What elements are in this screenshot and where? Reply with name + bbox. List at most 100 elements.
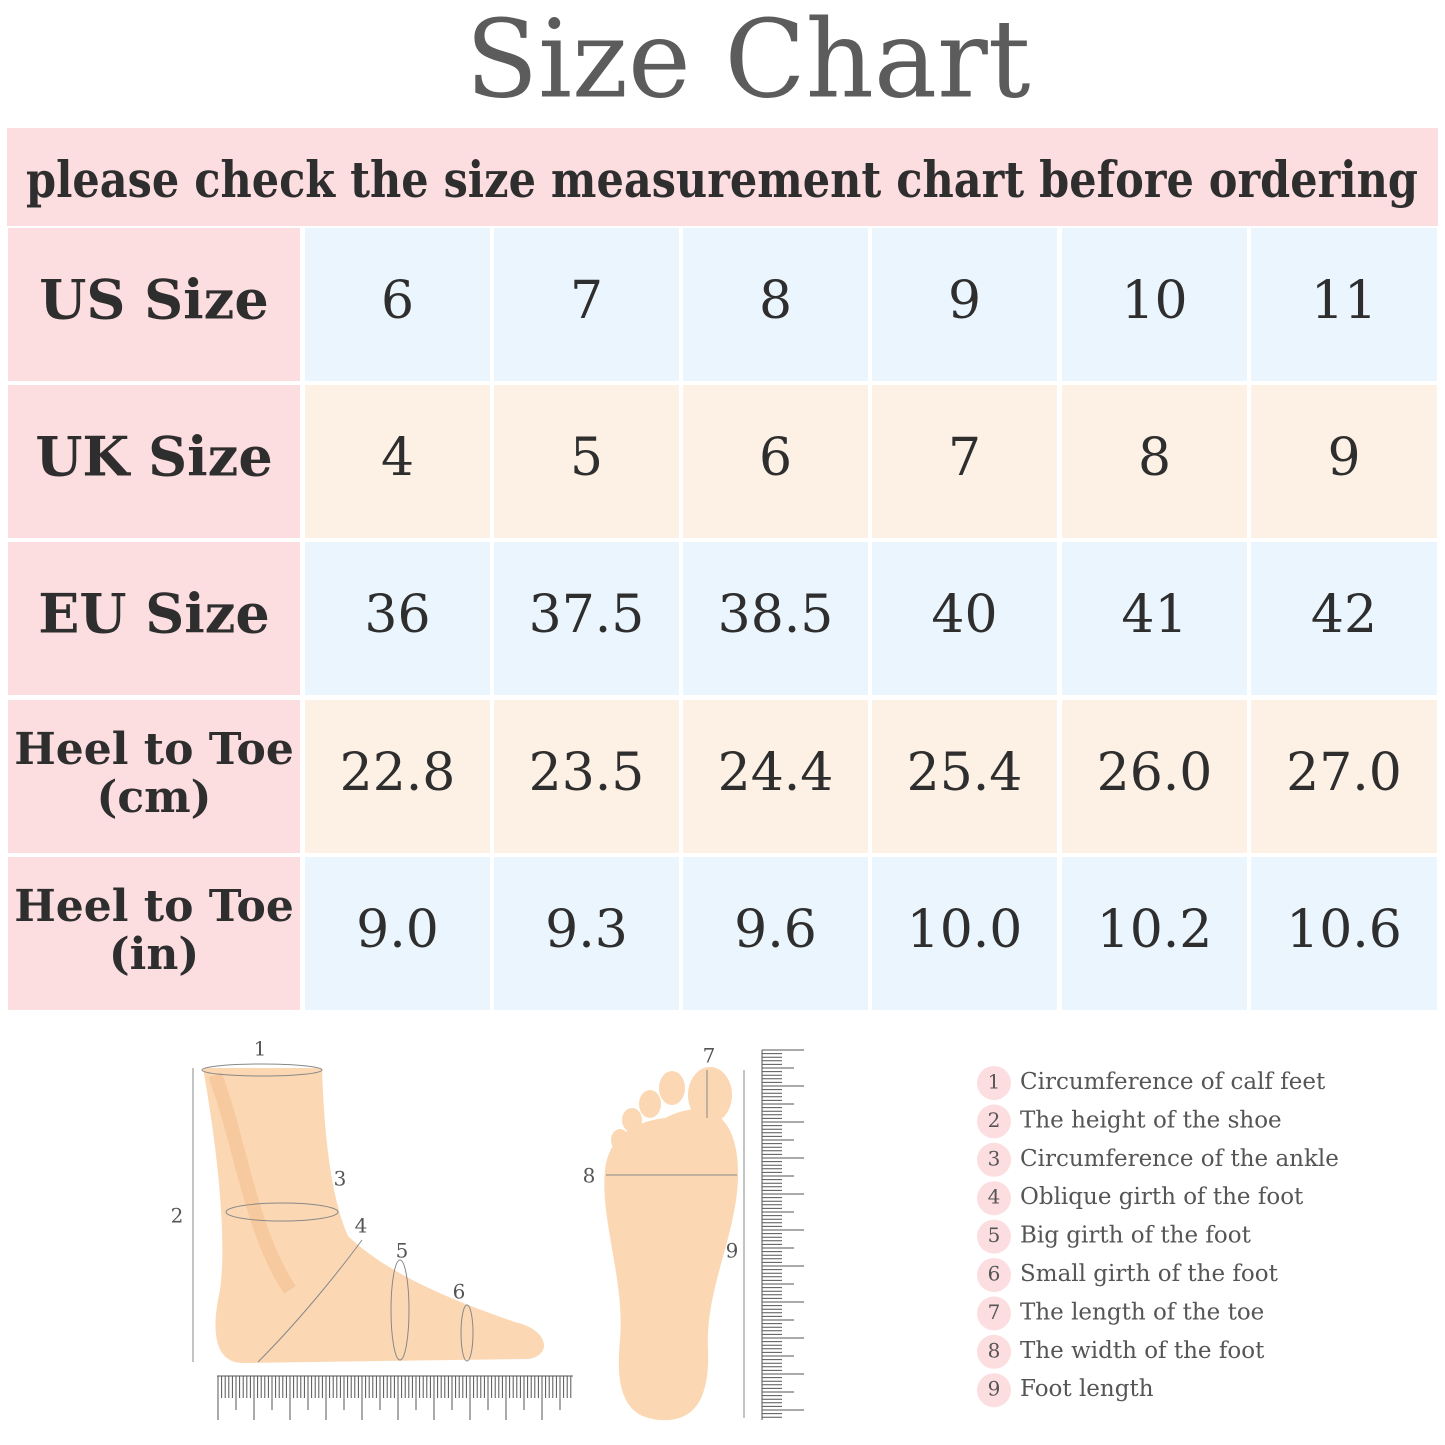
cell: [872, 385, 1057, 538]
cell: [305, 385, 490, 538]
cell-value: 7: [570, 271, 603, 331]
diagram-label: 3: [334, 1167, 347, 1191]
ruler: [761, 1049, 804, 1420]
girth-line: [390, 1259, 410, 1361]
cell-value: 10.0: [907, 900, 1023, 960]
cell-value: 22.8: [340, 743, 456, 803]
cell: [494, 857, 679, 1010]
leg-shade: [208, 1072, 296, 1294]
toe: [639, 1090, 661, 1118]
legend-badge: [977, 1104, 1011, 1139]
diagram-label: 8: [583, 1164, 596, 1188]
cell: [683, 542, 868, 695]
cell: [683, 857, 868, 1010]
cell: [1062, 385, 1247, 538]
cell: [1062, 857, 1247, 1010]
legend-number: 6: [988, 1262, 1001, 1286]
title: Size Chart: [466, 0, 1031, 122]
subtitle: please check the size measurement chart …: [26, 150, 1418, 209]
diagram-label: 9: [726, 1239, 739, 1263]
cell-value: 26.0: [1097, 743, 1213, 803]
legend-badge: [977, 1142, 1011, 1177]
cell-value: 9.3: [545, 900, 628, 960]
row-header: EU Size: [38, 582, 270, 646]
cell: [872, 542, 1057, 695]
cell-value: 5: [570, 428, 603, 488]
cell: [1251, 542, 1437, 695]
diagram-label: 6: [453, 1280, 466, 1304]
toe: [622, 1108, 642, 1132]
cell-value: 23.5: [529, 743, 645, 803]
legend-badge: [977, 1334, 1011, 1369]
cell: [872, 857, 1057, 1010]
cell-value: 40: [931, 585, 997, 645]
row-header: Heel to Toe: [14, 724, 294, 775]
cell: [305, 228, 490, 381]
cell: [494, 228, 679, 381]
legend-number: 4: [988, 1185, 1001, 1209]
row-header-cell: [8, 700, 300, 853]
legend-number: 1: [988, 1070, 1001, 1094]
legend-text: Circumference of calf feet: [1020, 1069, 1326, 1095]
legend-badge: [977, 1373, 1011, 1408]
cell-value: 27.0: [1286, 743, 1402, 803]
toe: [659, 1071, 685, 1105]
toe: [688, 1067, 732, 1123]
cell-value: 8: [1138, 428, 1171, 488]
cell-value: 9.0: [356, 900, 439, 960]
cell-value: 9.6: [734, 900, 817, 960]
legend-badge: [977, 1181, 1011, 1216]
row-header-cell: [8, 385, 300, 538]
cell-value: 24.4: [718, 743, 834, 803]
cell: [494, 542, 679, 695]
legend-text: The length of the toe: [1020, 1299, 1264, 1325]
cell: [1251, 700, 1437, 853]
cell-value: 9: [948, 271, 981, 331]
cell: [683, 385, 868, 538]
subtitle-banner: [7, 128, 1438, 226]
diagram-labels: 1 2 34 5 6 7 8 9: [171, 1037, 739, 1304]
legend-number: 3: [988, 1146, 1001, 1170]
legend-text: The height of the shoe: [1020, 1107, 1282, 1133]
cell-value: 38.5: [718, 585, 834, 645]
diagram-label: 1: [254, 1037, 267, 1061]
legend-badge: [977, 1219, 1011, 1254]
toe: [611, 1129, 629, 1151]
row-header: US Size: [39, 268, 268, 332]
row-header: UK Size: [35, 425, 272, 489]
cell-value: 10.6: [1286, 900, 1402, 960]
legend-text: Big girth of the foot: [1020, 1223, 1252, 1249]
row-header: Heel to Toe: [14, 881, 294, 932]
legend-badge: [977, 1066, 1011, 1100]
girth-line: [225, 1202, 339, 1222]
cell-value: 6: [759, 428, 792, 488]
row-header-cell: [8, 857, 300, 1010]
cell-value: 10.2: [1097, 900, 1213, 960]
size-table: US Size 6 7 8 9 10 11 UK Size 4 5 6 7 8 9 EU Size 36 37.…: [8, 228, 1437, 1010]
row-header-cell: [8, 228, 300, 381]
ruler: [217, 1375, 573, 1420]
cell-value: 42: [1311, 585, 1377, 645]
diagram-label: 5: [396, 1239, 409, 1263]
legend-number: 5: [988, 1223, 1001, 1247]
cell-value: 37.5: [529, 585, 645, 645]
sole-illustration: [604, 1049, 804, 1421]
cell-value: 7: [948, 428, 981, 488]
cell-value: 25.4: [907, 743, 1023, 803]
cell-value: 8: [759, 271, 792, 331]
sole: [604, 1109, 739, 1421]
legend-text: Foot length: [1020, 1376, 1154, 1402]
cell: [494, 385, 679, 538]
cell-value: 4: [381, 428, 414, 488]
legend-number: 2: [988, 1108, 1001, 1132]
cell-value: 6: [381, 271, 414, 331]
cell-value: 9: [1327, 428, 1360, 488]
cell: [872, 700, 1057, 853]
cell: [494, 700, 679, 853]
girth-line: [201, 1063, 323, 1077]
cell: [1062, 228, 1247, 381]
cell-value: 10: [1121, 271, 1187, 331]
cell-value: 41: [1121, 585, 1187, 645]
legend-badge: [977, 1296, 1011, 1331]
